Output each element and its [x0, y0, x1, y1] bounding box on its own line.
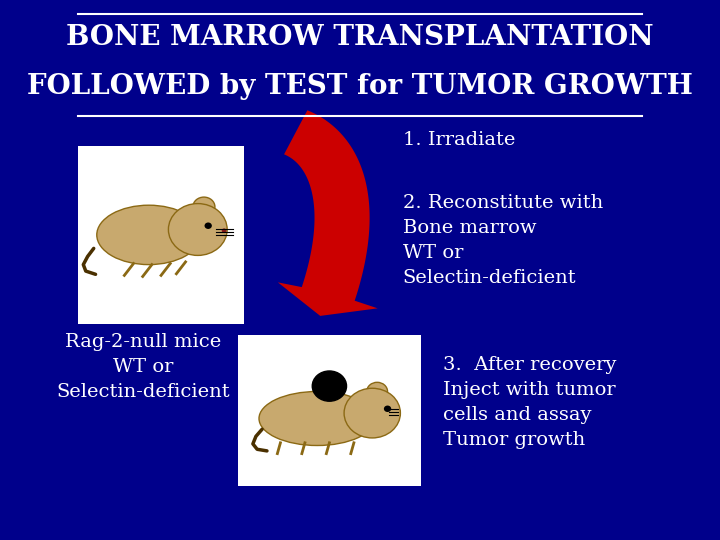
- Ellipse shape: [259, 392, 375, 446]
- Text: 1. Irradiate: 1. Irradiate: [403, 131, 516, 150]
- Text: 3.  After recovery
Inject with tumor
cells and assay
Tumor growth: 3. After recovery Inject with tumor cell…: [443, 356, 616, 449]
- Circle shape: [222, 228, 227, 233]
- Text: BONE MARROW TRANSPLANTATION: BONE MARROW TRANSPLANTATION: [66, 24, 654, 51]
- Ellipse shape: [96, 205, 201, 265]
- Text: Rag-2-null mice
WT or
Selectin-deficient: Rag-2-null mice WT or Selectin-deficient: [56, 333, 230, 401]
- Circle shape: [168, 204, 228, 255]
- Polygon shape: [278, 110, 378, 316]
- Text: 2. Reconstitute with
Bone marrow
WT or
Selectin-deficient: 2. Reconstitute with Bone marrow WT or S…: [403, 194, 603, 287]
- Text: FOLLOWED by TEST for TUMOR GROWTH: FOLLOWED by TEST for TUMOR GROWTH: [27, 73, 693, 100]
- Circle shape: [312, 371, 346, 401]
- FancyBboxPatch shape: [78, 146, 243, 324]
- Circle shape: [384, 406, 391, 412]
- Circle shape: [344, 388, 400, 438]
- Circle shape: [366, 382, 387, 401]
- Circle shape: [204, 222, 212, 229]
- FancyBboxPatch shape: [238, 335, 421, 486]
- Circle shape: [193, 197, 215, 217]
